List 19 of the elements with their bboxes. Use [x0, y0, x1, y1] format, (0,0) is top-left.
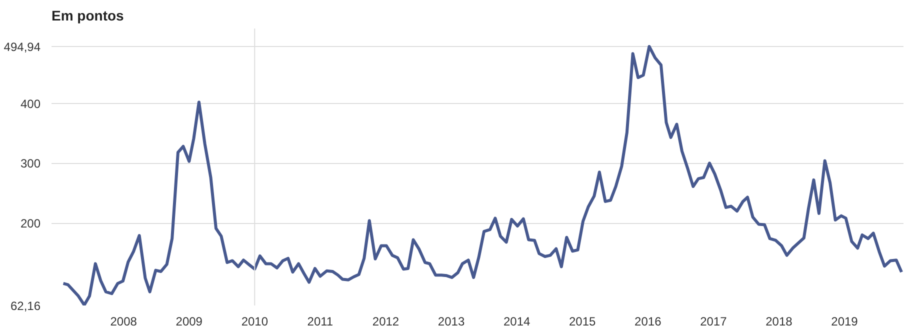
x-tick-label: 2008 — [110, 314, 138, 328]
x-tick-label: 2016 — [634, 314, 662, 328]
x-tick-label: 2011 — [307, 314, 334, 328]
x-tick-label: 2013 — [438, 314, 465, 328]
y-tick-label: 62,16 — [10, 299, 41, 313]
x-tick-label: 2018 — [766, 314, 793, 328]
y-tick-label: 200 — [20, 216, 41, 231]
x-tick-label: 2012 — [372, 314, 400, 328]
line-series — [62, 44, 904, 306]
x-tick-label: 2014 — [503, 314, 530, 328]
x-tick-label: 2009 — [176, 314, 203, 328]
x-tick-label: 2019 — [831, 314, 858, 328]
x-tick-label: 2015 — [569, 314, 596, 328]
chart-title: Em pontos — [52, 8, 124, 24]
x-tick-label: 2017 — [700, 314, 728, 328]
y-tick-label: 494,94 — [4, 40, 41, 54]
y-tick-label: 400 — [20, 96, 41, 111]
y-tick-label: 300 — [20, 156, 41, 171]
x-tick-label: 2010 — [241, 314, 268, 328]
